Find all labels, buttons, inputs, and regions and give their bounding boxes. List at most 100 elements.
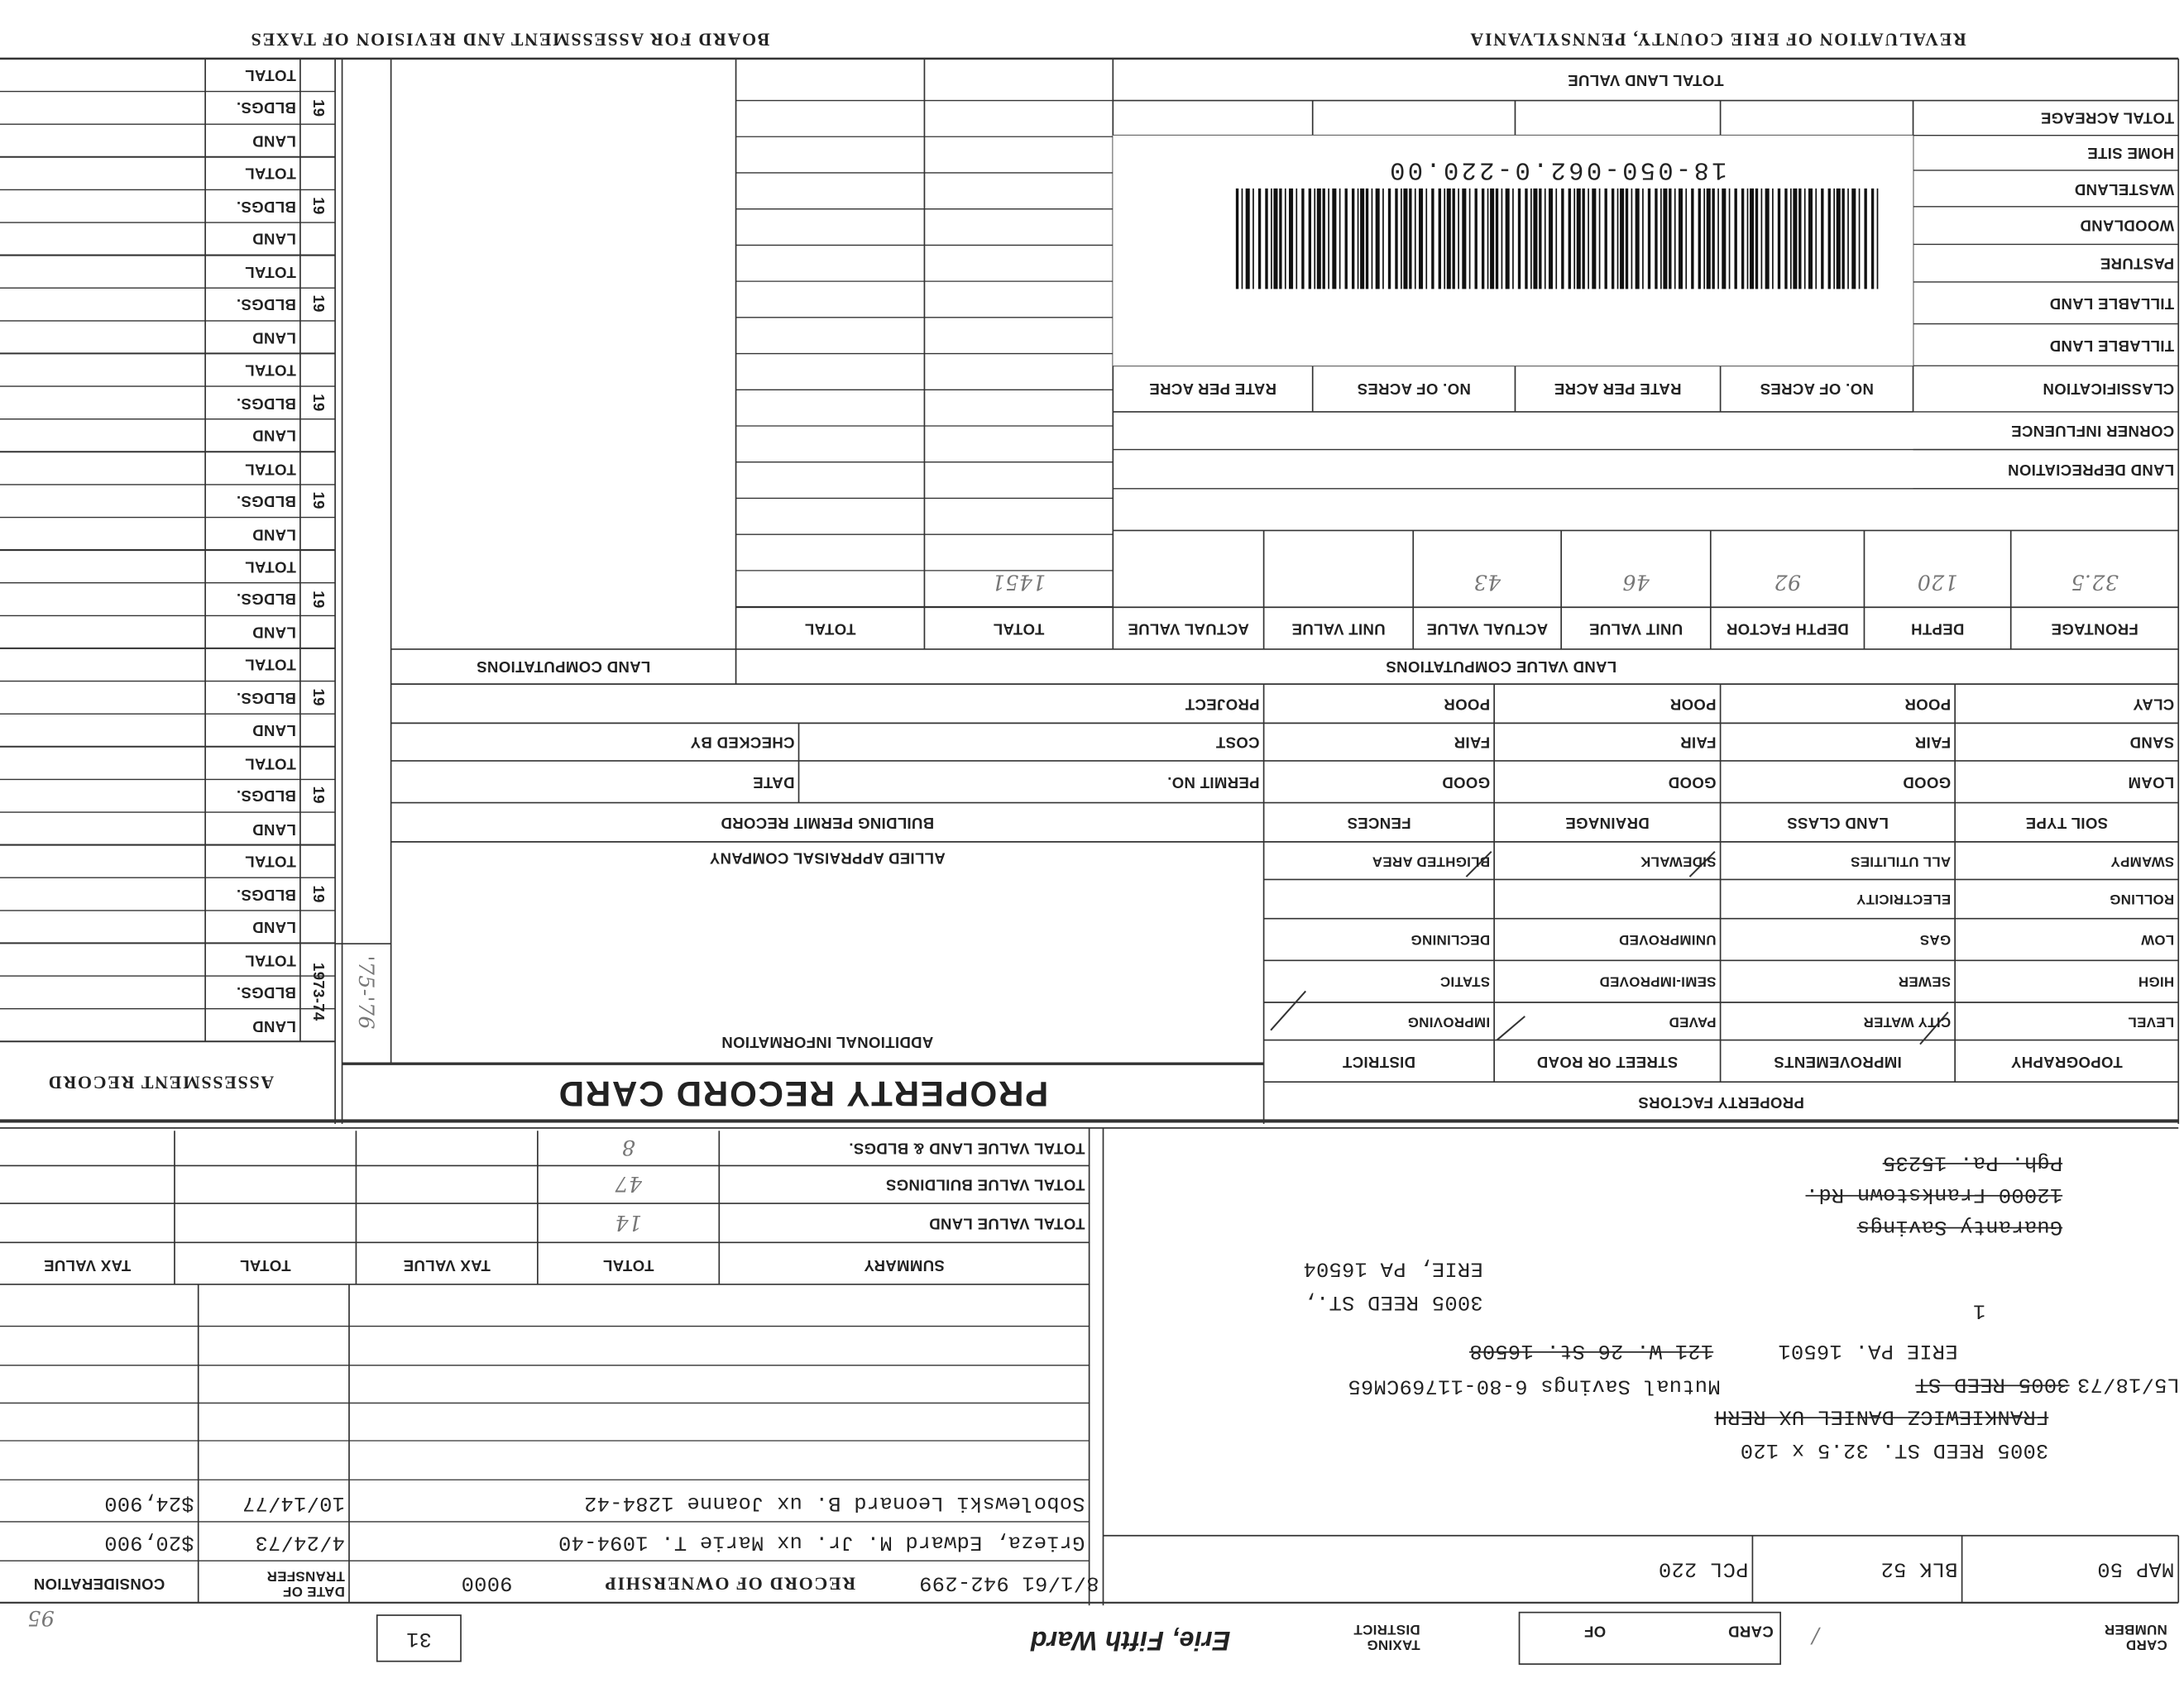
barcode-bar (1279, 188, 1282, 289)
factor-item: LOW (2140, 931, 2175, 948)
barcode-bar (1418, 188, 1424, 289)
barcode-bar (1462, 188, 1467, 289)
barcode-bar (1273, 188, 1278, 289)
assessment-row-label: TOTAL (244, 66, 296, 84)
lvc-header: ACTUAL VALUE (1426, 619, 1549, 637)
factor-item: UNIMPROVED (1618, 931, 1717, 948)
factor-item: ROLLING (2109, 891, 2175, 907)
barcode-bar (1815, 188, 1818, 289)
rule-line (1688, 850, 1716, 877)
barcode-bar (1438, 188, 1441, 289)
assessment-year: '75-'76 (353, 955, 379, 1030)
soil-item: POOR (1444, 695, 1491, 712)
barcode-bar (1452, 188, 1455, 289)
barcode-bar (1734, 188, 1737, 289)
barcode-bar (1265, 188, 1268, 289)
barcode-bar (1798, 188, 1802, 289)
handwritten-value: 14 (615, 1210, 643, 1236)
soil-header: SOIL TYPE (2025, 814, 2109, 831)
soil-item: CLAY (2132, 695, 2175, 712)
barcode-bar (1458, 188, 1459, 289)
parcel-id: 18-050-062.0-220.00 (1387, 155, 1727, 184)
soil-item: FAIR (1454, 734, 1491, 751)
lvc-header: TOTAL (993, 619, 1045, 637)
lvc-header: TOTAL (804, 619, 856, 637)
barcode-bar (1842, 188, 1845, 289)
barcode-bar (1561, 188, 1564, 289)
barcode-bar (1588, 188, 1589, 289)
barcode-bar (1789, 188, 1792, 289)
summary-header: TAX VALUE (403, 1257, 491, 1274)
summary-row-label: TOTAL VALUE BUILDINGS (885, 1176, 1085, 1193)
consideration: $20,900 (103, 1530, 194, 1554)
property-factors-title: PROPERTY FACTORS (1638, 1093, 1804, 1110)
address-line: 3005 REED ST., (1303, 1290, 1483, 1315)
barcode-bar (1425, 188, 1428, 289)
barcode-bar (1245, 188, 1250, 289)
assessment-row-label: TOTAL (244, 263, 296, 280)
soil-item: POOR (1904, 695, 1952, 712)
barcode-bar (1847, 188, 1849, 289)
parcel-number: PCL 220 (1658, 1556, 1749, 1581)
factor-item: GAS (1919, 931, 1952, 948)
lvc-header: UNIT VALUE (1291, 619, 1386, 637)
total-land-value-label: TOTAL LAND VALUE (1567, 71, 1724, 88)
barcode-bar (1530, 188, 1532, 289)
taxing-district-label: TAXING DISTRICT (1353, 1620, 1420, 1652)
barcode-bar (1793, 188, 1798, 289)
barcode-bar (1808, 188, 1813, 289)
block-number: BLK 52 (1880, 1556, 1958, 1581)
assessment-row-label: BLDGS. (236, 295, 296, 313)
additional-information: ADDITIONAL INFORMATION (721, 1033, 934, 1050)
lvc-header: ACTUAL VALUE (1128, 619, 1249, 637)
factor-item: SIDEWALK (1640, 853, 1717, 868)
land-row-label: CLASSIFICATION (2043, 380, 2175, 398)
barcode-bar (1257, 188, 1262, 289)
barcode-bar (1344, 188, 1348, 289)
factor-item: LEVEL (2128, 1013, 2175, 1030)
barcode-bar (1351, 188, 1355, 289)
rule-line (1919, 1011, 1949, 1045)
barcode-bar (1685, 188, 1688, 289)
permit-no-label: PERMIT NO. (1166, 773, 1260, 791)
address-line: Guaranty Savings (1856, 1215, 2063, 1240)
barcode-bar (1481, 188, 1485, 289)
assessment-year: 1973-74 (309, 963, 327, 1021)
factor-item: IMPROVING (1407, 1013, 1491, 1030)
assessment-row-label: LAND (251, 918, 296, 935)
soil-item: GOOD (1668, 773, 1717, 791)
address-line: 1 (1972, 1298, 1986, 1323)
barcode-bar (1387, 188, 1391, 289)
barcode-bar (1414, 188, 1416, 289)
barcode-bar (1357, 188, 1359, 289)
assessment-row-label: LAND (251, 427, 296, 444)
factor-item: SEWER (1898, 973, 1952, 989)
land-row-label: LAND DEPRECIATION (2007, 461, 2175, 478)
address-line: 3005 REED ST (1915, 1373, 2070, 1397)
rule-line (1496, 1016, 1525, 1041)
summary-row-label: TOTAL VALUE LAND & BLDGS. (848, 1140, 1085, 1157)
barcode-bar (1712, 188, 1715, 289)
assessment-row-label: TOTAL (244, 557, 296, 575)
consideration: $24,900 (103, 1490, 194, 1515)
barcode-bar (1851, 188, 1856, 289)
appraiser: ALLIED APPRAISAL COMPANY (709, 849, 946, 866)
barcode-bar (1568, 188, 1571, 289)
board-title: BOARD FOR ASSESSMENT AND REVISION OF TAX… (249, 29, 770, 50)
assessment-row-label: TOTAL (244, 754, 296, 772)
barcode-bar (1592, 188, 1597, 289)
soil-item: GOOD (1903, 773, 1952, 791)
address-line: FRANKIEWICZ DANIEL UX RERH (1714, 1404, 2049, 1429)
barcode-bar (1533, 188, 1538, 289)
assessment-row-label: TOTAL (244, 361, 296, 379)
land-column-header: NO. OF ACRES (1357, 380, 1471, 398)
barcode-bar (1698, 188, 1701, 289)
summary-header: TOTAL (602, 1257, 654, 1274)
assessment-year: 19 (309, 787, 327, 805)
assessment-row-label: TOTAL (244, 853, 296, 870)
barcode-bar (1765, 188, 1770, 289)
barcode-bar (1669, 188, 1672, 289)
assessment-row-label: TOTAL (244, 656, 296, 673)
